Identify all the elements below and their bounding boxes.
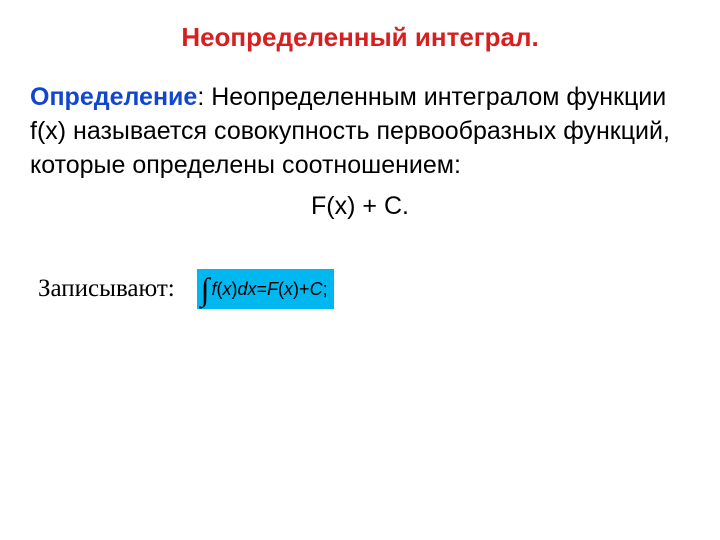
formula-semicolon: ; bbox=[323, 280, 328, 298]
formula-eq: = bbox=[257, 280, 268, 298]
page-title: Неопределенный интеграл. bbox=[30, 22, 690, 53]
formula-plus: + bbox=[299, 280, 310, 298]
formula-dx: dx bbox=[238, 280, 257, 298]
center-formula: F(x) + C. bbox=[30, 192, 690, 221]
definition-label: Определение bbox=[30, 83, 197, 111]
integral-formula-box: ∫ f ( x ) dx = F ( x ) + C ; bbox=[197, 269, 334, 309]
definition-paragraph: Определение: Неопределенным интегралом ф… bbox=[30, 81, 690, 182]
notation-row: Записывают: ∫ f ( x ) dx = F ( x ) + C ; bbox=[30, 269, 690, 309]
formula-x2: x bbox=[284, 280, 293, 298]
formula-C: C bbox=[310, 280, 323, 298]
formula-x1: x bbox=[223, 280, 232, 298]
notation-label: Записывают: bbox=[38, 275, 175, 303]
formula-F: F bbox=[267, 280, 278, 298]
integral-icon: ∫ bbox=[201, 273, 210, 305]
